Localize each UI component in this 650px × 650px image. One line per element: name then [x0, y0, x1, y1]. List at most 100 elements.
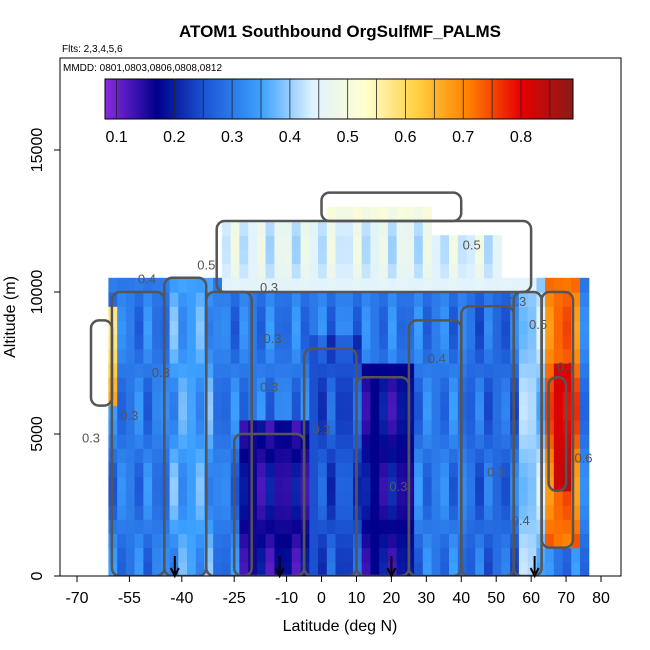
- heat-cell: [379, 334, 389, 350]
- heat-cell: [361, 277, 371, 293]
- heat-cell: [222, 334, 232, 350]
- heat-cell: [283, 547, 293, 563]
- heat-cell: [335, 263, 345, 279]
- heat-cell: [169, 363, 179, 378]
- heat-cell: [143, 519, 153, 534]
- heat-cell: [222, 306, 232, 321]
- heat-cell: [256, 221, 267, 236]
- heat-cell: [475, 263, 485, 279]
- heat-cell: [414, 533, 424, 549]
- heat-cell: [178, 292, 188, 307]
- heat-cell: [134, 490, 144, 506]
- heat-cell: [178, 348, 188, 364]
- heat-cell: [484, 448, 494, 463]
- heat-cell: [431, 306, 441, 321]
- heat-cell: [414, 448, 424, 463]
- heat-cell: [326, 434, 337, 449]
- heat-cell: [291, 448, 302, 463]
- heat-cell: [431, 334, 441, 350]
- heat-cell: [484, 348, 494, 364]
- heat-cell: [501, 419, 511, 435]
- x-tick-label: 30: [417, 590, 435, 607]
- contour-label: 0.3: [487, 465, 505, 480]
- heat-cell: [545, 547, 555, 563]
- heat-cell: [492, 391, 502, 407]
- heat-cell: [309, 306, 319, 321]
- heat-cell: [291, 405, 302, 421]
- heat-cell: [143, 348, 153, 364]
- heat-cell: [553, 320, 564, 336]
- heat-cell: [265, 292, 275, 307]
- heat-cell: [283, 306, 293, 321]
- heat-cell: [396, 292, 406, 307]
- heat-cell: [562, 277, 572, 293]
- heat-cell: [562, 306, 572, 321]
- heat-cell: [527, 306, 537, 321]
- heat-cell: [414, 306, 424, 321]
- heat-cell: [396, 533, 406, 549]
- heat-cell: [222, 533, 232, 549]
- heat-cell: [553, 490, 564, 506]
- heat-cell: [230, 334, 240, 350]
- heat-cell: [449, 320, 459, 336]
- heat-cell: [283, 277, 293, 293]
- heat-cell: [239, 221, 249, 236]
- heat-cell: [379, 377, 389, 392]
- heat-cell: [379, 320, 389, 336]
- heat-cell: [475, 448, 485, 463]
- heat-cell: [125, 561, 136, 576]
- heat-cell: [361, 533, 371, 549]
- heat-cell: [291, 221, 302, 236]
- heat-cell: [361, 320, 371, 336]
- heat-cell: [300, 263, 310, 279]
- heat-cell: [370, 306, 380, 321]
- heat-cell: [318, 490, 328, 506]
- heat-cell: [187, 277, 197, 293]
- heat-cell: [309, 561, 319, 576]
- heat-cell: [152, 462, 162, 478]
- heat-cell: [431, 377, 441, 392]
- heat-cell: [143, 306, 153, 321]
- heat-cell: [571, 533, 581, 549]
- heat-cell: [169, 519, 179, 534]
- heat-cell: [449, 249, 459, 265]
- heat-cell: [178, 405, 188, 421]
- x-tick-label: -40: [170, 590, 193, 607]
- heat-cell: [553, 306, 564, 321]
- heat-cell: [475, 561, 485, 576]
- heat-cell: [326, 277, 337, 293]
- heat-cell: [309, 505, 319, 520]
- heat-cell: [562, 561, 572, 576]
- heat-cell: [195, 533, 206, 549]
- heat-cell: [134, 348, 144, 364]
- heat-cell: [274, 533, 284, 549]
- heat-cell: [449, 405, 459, 421]
- heat-cell: [387, 263, 398, 279]
- heat-cell: [335, 363, 345, 378]
- heat-cell: [449, 448, 459, 463]
- heat-cell: [571, 292, 581, 307]
- heat-cell: [222, 505, 232, 520]
- heat-cell: [475, 320, 485, 336]
- heat-cell: [195, 547, 206, 563]
- heat-cell: [501, 490, 511, 506]
- heat-cell: [571, 490, 581, 506]
- heat-cell: [335, 519, 345, 534]
- heat-cell: [335, 419, 345, 435]
- heat-cell: [518, 306, 529, 321]
- heat-cell: [501, 320, 511, 336]
- heat-cell: [562, 320, 572, 336]
- heat-cell: [510, 277, 520, 293]
- heat-cell: [283, 249, 293, 265]
- heat-cell: [117, 334, 127, 350]
- heat-cell: [553, 434, 564, 449]
- heat-cell: [422, 363, 433, 378]
- heat-cell: [178, 547, 188, 563]
- heat-cell: [457, 263, 468, 279]
- heat-cell: [422, 277, 433, 293]
- heat-cell: [431, 277, 441, 293]
- heat-cell: [283, 419, 293, 435]
- heat-cell: [300, 292, 310, 307]
- heat-cell: [283, 434, 293, 449]
- heat-cell: [492, 419, 502, 435]
